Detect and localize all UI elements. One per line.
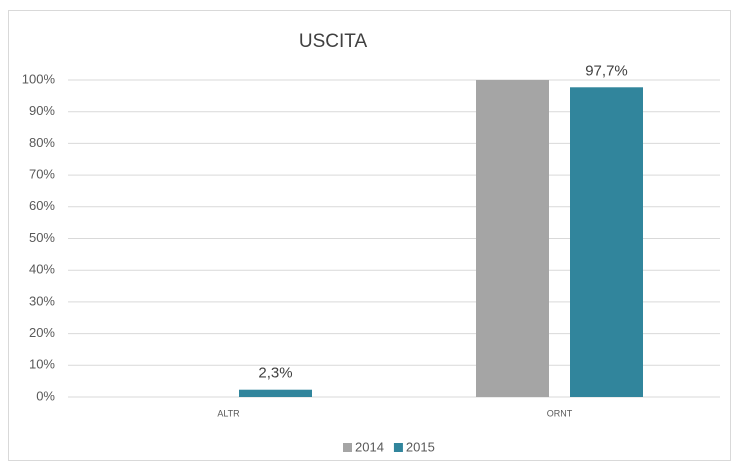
x-tick-label: ORNT (547, 408, 573, 418)
bar (239, 389, 312, 397)
bar (476, 80, 549, 397)
y-tick-label: 100% (22, 71, 56, 86)
y-tick-label: 0% (36, 388, 55, 403)
y-tick-label: 60% (29, 198, 55, 213)
y-tick-label: 20% (29, 325, 55, 340)
legend-swatch (393, 443, 403, 452)
data-label: 97,7% (585, 62, 628, 79)
y-tick-label: 80% (29, 135, 55, 150)
legend-label: 2014 (355, 439, 384, 454)
legend-label: 2015 (406, 439, 435, 454)
legend-swatch (343, 443, 352, 452)
y-tick-label: 70% (29, 167, 55, 182)
x-tick-label: ALTR (217, 408, 240, 418)
y-tick-label: 30% (29, 293, 55, 308)
y-tick-label: 50% (29, 230, 55, 245)
bar (570, 87, 643, 397)
data-label: 2,3% (258, 365, 292, 382)
y-tick-label: 10% (29, 357, 55, 372)
y-tick-label: 90% (29, 103, 55, 118)
y-tick-label: 40% (29, 262, 55, 277)
chart-title: USCITA (299, 31, 368, 52)
